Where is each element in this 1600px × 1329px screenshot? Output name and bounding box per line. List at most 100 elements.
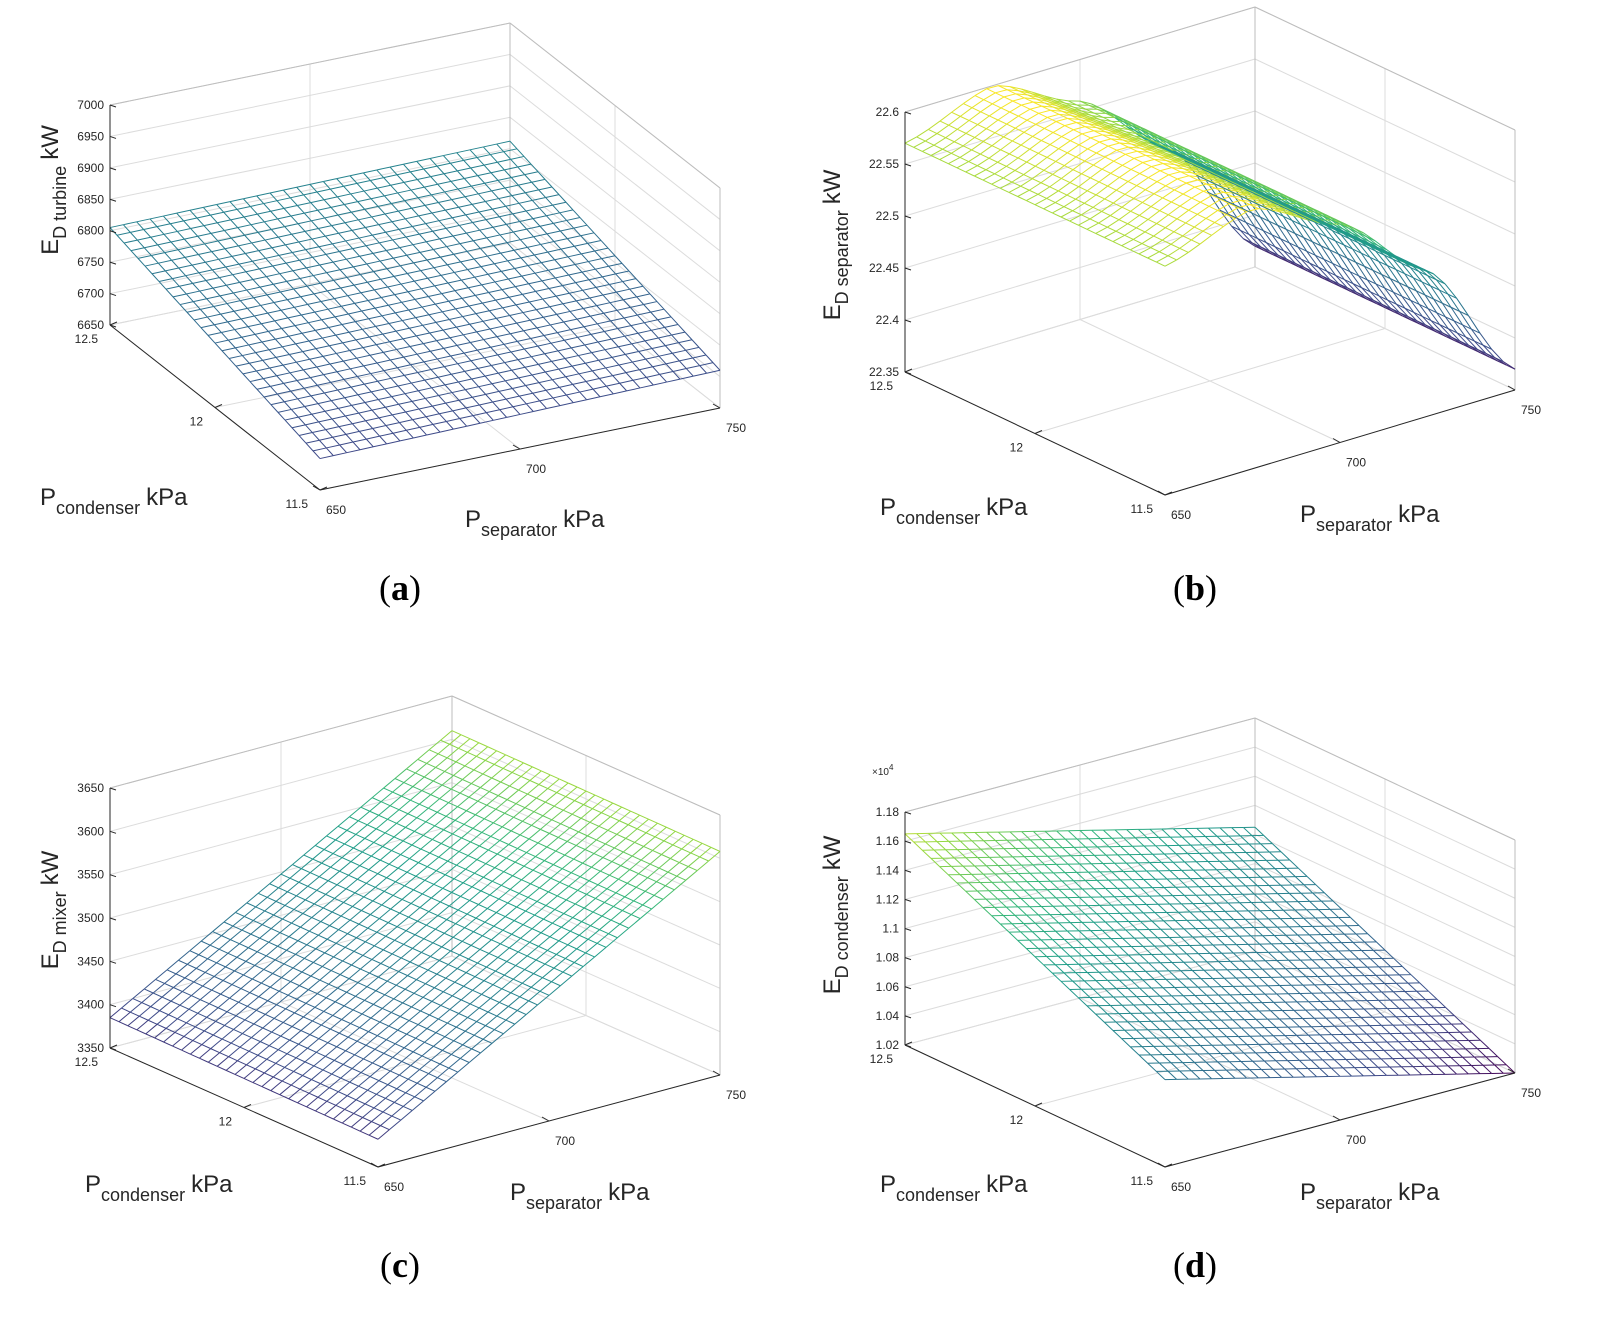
surface-line (396, 1088, 406, 1094)
surface-line (1196, 174, 1206, 180)
surface-line (1179, 197, 1192, 207)
surface-line (501, 289, 510, 298)
surface-line (1136, 150, 1149, 153)
surface-line (436, 162, 451, 167)
surface-line (1041, 105, 1051, 111)
surface-line (612, 372, 627, 377)
surface-line (557, 827, 570, 838)
surface-line (626, 387, 641, 392)
surface-line (1191, 230, 1204, 241)
surface-line (344, 222, 353, 231)
surface-line (458, 738, 471, 749)
surface-line (199, 290, 208, 300)
surface-line (1288, 199, 1298, 205)
surface-line (376, 922, 389, 933)
surface-line (339, 861, 352, 872)
surface-line (643, 304, 652, 313)
surface-line (530, 338, 539, 347)
surface-line (1257, 238, 1270, 252)
surface-line (217, 240, 226, 250)
surface-line (977, 157, 990, 167)
surface-line (625, 369, 640, 374)
surface-line (611, 851, 624, 862)
surface-line (1378, 261, 1391, 279)
surface-line (974, 128, 987, 138)
surface-line (1202, 230, 1212, 236)
surface-line (199, 1048, 212, 1059)
surface-line (498, 195, 513, 200)
surface-line (351, 955, 364, 966)
surface-line (377, 203, 392, 207)
surface-line (478, 386, 487, 395)
surface-line (353, 263, 367, 268)
surface-line (378, 242, 387, 251)
z-axis-label: ED separatorkW (819, 169, 852, 320)
surface-line (630, 322, 645, 327)
surface-line (361, 307, 376, 312)
surface-line (904, 142, 914, 148)
surface-line (496, 336, 505, 345)
surface-line (406, 758, 419, 770)
surface-line (1135, 130, 1145, 136)
separator-tick-label: 750 (726, 421, 746, 435)
surface-line (513, 246, 528, 251)
surface-line (415, 314, 430, 319)
surface-line (1326, 270, 1336, 276)
surface-line (456, 152, 465, 161)
surface-line (387, 283, 402, 288)
surface-line (526, 225, 541, 230)
surface-line (430, 173, 445, 178)
surface-line (517, 356, 532, 361)
surface-line (238, 260, 253, 265)
z-label-sub: D turbine (50, 166, 70, 239)
surface-line (614, 837, 627, 849)
surface-line (155, 969, 168, 980)
surface-line (486, 795, 499, 806)
surface-line (1020, 135, 1033, 146)
surface-line (1390, 307, 1400, 313)
surface-line (329, 1077, 342, 1089)
surface-line (1115, 223, 1128, 232)
surface-line (396, 1078, 409, 1090)
surface-line (1253, 190, 1263, 196)
surface-line (466, 904, 479, 915)
surface-line (509, 312, 524, 316)
surface-line (277, 236, 286, 246)
surface-line (939, 159, 949, 165)
surface-line (386, 971, 399, 982)
surface-line (1114, 117, 1124, 123)
surface-line (513, 228, 527, 233)
surface-line (1249, 194, 1259, 200)
surface-line (1018, 90, 1028, 96)
surface-line (270, 382, 284, 387)
surface-line (599, 919, 612, 931)
surface-line (515, 955, 528, 966)
surface-line (266, 1058, 276, 1064)
surface-line (1381, 303, 1391, 309)
surface-line (392, 885, 405, 896)
surface-line (364, 205, 379, 210)
surface-line (490, 169, 505, 174)
surface-line (280, 306, 295, 311)
surface-line (534, 269, 549, 274)
surface-line (555, 274, 569, 279)
caption-open-paren: ( (1173, 568, 1185, 608)
surface-line (329, 342, 343, 347)
surface-line (181, 1049, 191, 1055)
surface-line (458, 203, 473, 208)
surface-line (957, 128, 967, 134)
surface-line (1314, 254, 1328, 272)
surface-line (400, 283, 409, 293)
surface-line (492, 223, 507, 228)
surface-line (438, 413, 447, 422)
surface-line (418, 405, 433, 410)
surface-line (458, 396, 473, 401)
surface-line (427, 798, 440, 809)
surface-line (508, 296, 517, 306)
surface-line (1020, 178, 1033, 187)
surface-line (401, 298, 416, 303)
surface-line (313, 290, 328, 295)
surface-line (1072, 202, 1085, 212)
surface-line (360, 797, 373, 808)
surface-line (460, 886, 473, 897)
